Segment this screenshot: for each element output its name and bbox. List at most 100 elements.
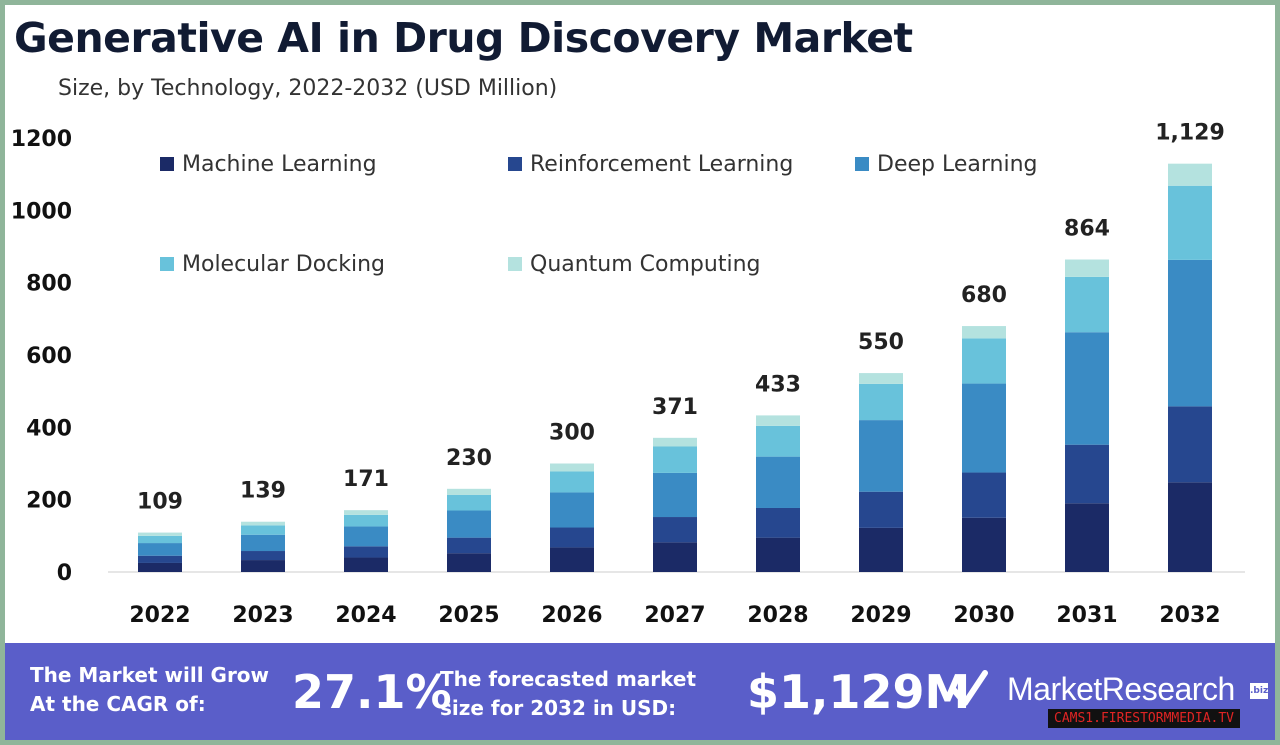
- x-tick-label: 2031: [1056, 603, 1117, 628]
- bar-segment: [756, 507, 800, 538]
- total-value-label: 680: [961, 283, 1007, 308]
- x-axis: 2022 2023 2024 2025 2026 2027 2028 2029 2030 2031…: [129, 603, 1220, 628]
- bar-segment: [653, 517, 697, 543]
- forecast-label-line1: The forecasted market: [440, 667, 697, 691]
- bar-segment: [756, 537, 800, 572]
- x-tick-label: 2032: [1159, 603, 1220, 628]
- bar-segment: [962, 338, 1006, 384]
- bar-segment: [344, 557, 388, 572]
- bar-segment: [138, 562, 182, 572]
- bar-segment: [241, 534, 285, 552]
- legend-label: Molecular Docking: [182, 252, 385, 277]
- bar-segment: [344, 526, 388, 547]
- bar-segment: [447, 537, 491, 554]
- brand-logo-text: MarketResearch: [1007, 671, 1235, 707]
- bar-segment: [550, 547, 594, 572]
- x-tick-label: 2027: [644, 603, 705, 628]
- y-tick-label: 800: [26, 272, 72, 297]
- total-value-label: 171: [343, 467, 389, 492]
- cagr-value: 27.1%: [292, 665, 452, 719]
- bar-segment: [241, 525, 285, 535]
- brand-tag: .biz: [1250, 683, 1268, 699]
- bar-segment: [550, 527, 594, 548]
- bar-segment: [1065, 276, 1109, 333]
- watermark: CAMS1.FIRESTORMMEDIA.TV: [1048, 709, 1241, 728]
- total-labels: 109 139 171 230 300 371 433 550 680 864 1,129: [137, 121, 1225, 515]
- bar-segment: [138, 535, 182, 544]
- bar-segment: [550, 471, 594, 493]
- bar-segment: [653, 437, 697, 447]
- total-value-label: 433: [755, 372, 801, 397]
- stacked-bar-chart: 0 200 400 600 800 1000 1200 109 139 171 230 300 371…: [11, 121, 1245, 628]
- legend-label: Deep Learning: [877, 152, 1037, 177]
- cagr-label-line1: The Market will Grow: [30, 663, 270, 687]
- bar-segment: [962, 383, 1006, 473]
- legend-label: Quantum Computing: [530, 252, 760, 277]
- checkmark-icon: [950, 670, 988, 706]
- x-tick-label: 2022: [129, 603, 190, 628]
- bar-segment: [241, 551, 285, 561]
- x-tick-label: 2023: [232, 603, 293, 628]
- legend: Machine Learning Reinforcement Learning De…: [160, 152, 1037, 277]
- bar-segment: [653, 446, 697, 473]
- bar-segment: [550, 492, 594, 528]
- y-tick-label: 0: [57, 561, 72, 586]
- total-value-label: 550: [858, 330, 904, 355]
- x-tick-label: 2030: [953, 603, 1014, 628]
- bar-segment: [241, 560, 285, 572]
- forecast-value: $1,129M: [747, 665, 971, 719]
- bar-segment: [859, 527, 903, 572]
- legend-swatch: [160, 157, 174, 171]
- cagr-label-line2: At the CAGR of:: [30, 692, 206, 716]
- bar-segment: [859, 420, 903, 492]
- bar-segment: [1065, 332, 1109, 445]
- bar-segment: [962, 517, 1006, 572]
- x-tick-label: 2025: [438, 603, 499, 628]
- x-tick-label: 2028: [747, 603, 808, 628]
- bar-segment: [653, 472, 697, 518]
- legend-label: Reinforcement Learning: [530, 152, 793, 177]
- bar-segment: [756, 425, 800, 457]
- bar-segment: [138, 543, 182, 556]
- total-value-label: 371: [652, 395, 698, 420]
- bar-segment: [1168, 259, 1212, 407]
- bar-segment: [1065, 503, 1109, 572]
- bar-segment: [1168, 482, 1212, 572]
- bar-series: [138, 163, 1212, 572]
- bar-segment: [344, 514, 388, 527]
- total-value-label: 1,129: [1155, 121, 1225, 146]
- legend-swatch: [508, 257, 522, 271]
- legend-swatch: [160, 257, 174, 271]
- bar-segment: [1065, 444, 1109, 504]
- forecast-label-line2: size for 2032 in USD:: [440, 696, 677, 720]
- total-value-label: 230: [446, 446, 492, 471]
- total-value-label: 864: [1064, 217, 1110, 242]
- total-value-label: 139: [240, 479, 286, 504]
- chart-subtitle: Size, by Technology, 2022-2032 (USD Mill…: [58, 76, 558, 101]
- y-axis: 0 200 400 600 800 1000 1200: [11, 127, 72, 586]
- legend-swatch: [508, 157, 522, 171]
- legend-label: Machine Learning: [182, 152, 377, 177]
- y-tick-label: 200: [26, 489, 72, 514]
- y-tick-label: 1200: [11, 127, 72, 152]
- bar-segment: [447, 553, 491, 572]
- bar-segment: [344, 510, 388, 515]
- y-tick-label: 600: [26, 344, 72, 369]
- total-value-label: 109: [137, 490, 183, 515]
- bar-segment: [447, 488, 491, 495]
- bar-segment: [756, 456, 800, 508]
- bar-segment: [344, 546, 388, 558]
- x-tick-label: 2029: [850, 603, 911, 628]
- x-tick-label: 2024: [335, 603, 396, 628]
- bar-segment: [447, 494, 491, 511]
- bar-segment: [756, 415, 800, 426]
- bar-segment: [1168, 406, 1212, 483]
- bar-segment: [962, 472, 1006, 518]
- bar-segment: [1168, 185, 1212, 260]
- bar-segment: [1065, 259, 1109, 277]
- bar-segment: [859, 373, 903, 384]
- bar-segment: [550, 463, 594, 472]
- bar-segment: [653, 542, 697, 572]
- bar-segment: [859, 491, 903, 528]
